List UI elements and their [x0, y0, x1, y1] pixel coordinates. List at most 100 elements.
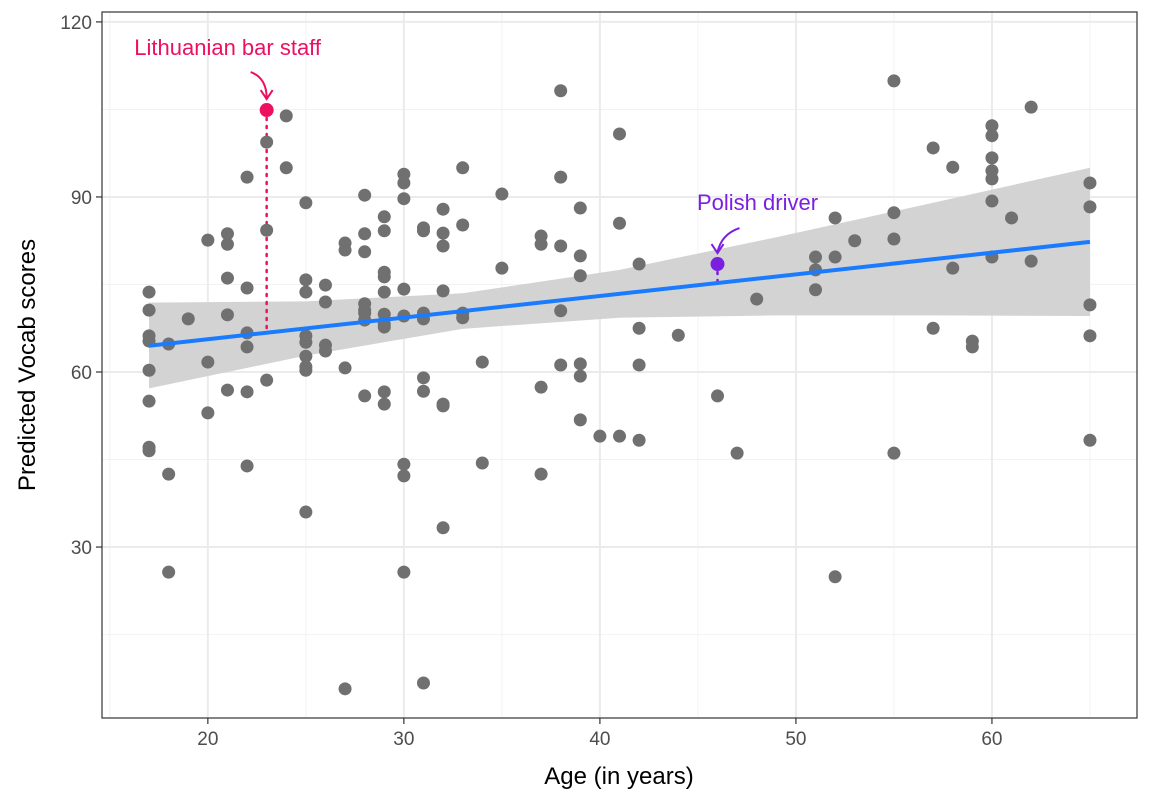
data-point	[201, 233, 215, 247]
data-point	[554, 358, 568, 372]
data-point	[377, 270, 391, 284]
y-tick-label: 120	[60, 13, 92, 34]
data-point	[240, 170, 254, 184]
data-point	[377, 224, 391, 238]
data-point	[711, 389, 725, 403]
data-point	[377, 385, 391, 399]
data-point	[632, 358, 646, 372]
data-point	[671, 328, 685, 342]
data-point	[456, 161, 470, 175]
x-tick-label: 60	[981, 729, 1002, 750]
x-tick-label: 40	[589, 729, 610, 750]
data-point	[338, 243, 352, 257]
data-point	[613, 429, 626, 443]
data-point	[554, 239, 568, 253]
data-point	[554, 170, 568, 184]
arrowhead-icon	[710, 243, 725, 255]
data-point	[220, 227, 234, 241]
data-point	[1024, 100, 1038, 114]
grid	[102, 12, 1137, 718]
data-point	[456, 311, 470, 325]
data-point	[220, 271, 234, 285]
data-point	[416, 371, 430, 385]
x-axis-title: Age (in years)	[544, 763, 693, 790]
data-point	[848, 234, 862, 248]
data-point	[1083, 329, 1097, 343]
data-point	[240, 340, 254, 354]
annotation-label: Polish driver	[697, 190, 818, 215]
data-point	[534, 467, 548, 481]
data-point	[436, 399, 450, 413]
data-point	[554, 84, 568, 98]
data-point	[946, 160, 960, 174]
data-point	[397, 565, 411, 579]
data-point	[887, 232, 901, 246]
data-point	[299, 335, 313, 349]
data-point	[965, 340, 979, 354]
data-point	[162, 467, 176, 481]
data-point	[828, 570, 842, 584]
data-point	[573, 269, 587, 283]
data-point	[142, 394, 156, 408]
data-point	[201, 355, 215, 369]
data-point	[318, 278, 332, 292]
data-point	[279, 161, 293, 175]
points	[142, 74, 1097, 696]
data-point	[828, 211, 842, 225]
data-point	[1083, 176, 1097, 190]
data-point	[299, 273, 313, 287]
data-point	[201, 406, 215, 420]
data-point	[475, 355, 489, 369]
data-point	[613, 127, 626, 141]
data-point	[377, 285, 391, 299]
data-point	[142, 303, 156, 317]
data-point	[809, 250, 823, 264]
data-point	[1083, 433, 1097, 447]
data-point	[632, 433, 646, 447]
data-point	[358, 188, 372, 202]
y-tick-label: 90	[71, 188, 92, 209]
data-point	[750, 292, 764, 306]
data-point	[573, 357, 587, 371]
annotation-arrow	[716, 227, 740, 253]
data-point	[495, 187, 509, 201]
data-point	[397, 282, 411, 296]
data-point	[573, 413, 587, 427]
data-point	[338, 361, 352, 375]
data-point	[397, 176, 411, 190]
data-point	[436, 202, 450, 216]
y-axis-title: Predicted Vocab scores	[14, 239, 41, 491]
data-point	[436, 239, 450, 253]
data-point	[260, 135, 274, 149]
data-point	[573, 201, 587, 215]
data-point	[358, 245, 372, 259]
data-point	[240, 281, 254, 295]
data-point	[475, 456, 489, 470]
data-point	[926, 321, 940, 335]
data-point	[181, 312, 195, 326]
data-point	[338, 682, 352, 696]
data-point	[632, 321, 646, 335]
data-point	[573, 369, 587, 383]
data-point	[730, 446, 744, 460]
data-point	[142, 363, 156, 377]
data-point	[162, 565, 176, 579]
data-point	[1024, 254, 1038, 268]
data-point	[573, 249, 587, 263]
y-tick-label: 60	[71, 363, 92, 384]
data-point	[260, 223, 274, 237]
data-point	[220, 308, 234, 322]
axes: 20 30 40 50 60 30 60 90 120	[60, 13, 1002, 750]
data-point	[534, 237, 548, 251]
data-point	[1083, 298, 1097, 312]
data-point	[397, 192, 411, 206]
data-point	[593, 429, 607, 443]
data-point	[299, 196, 313, 210]
data-point	[318, 344, 332, 358]
data-point	[299, 349, 313, 363]
data-point	[887, 446, 901, 460]
data-point	[142, 444, 156, 458]
data-point	[809, 283, 823, 297]
data-point	[416, 224, 430, 238]
